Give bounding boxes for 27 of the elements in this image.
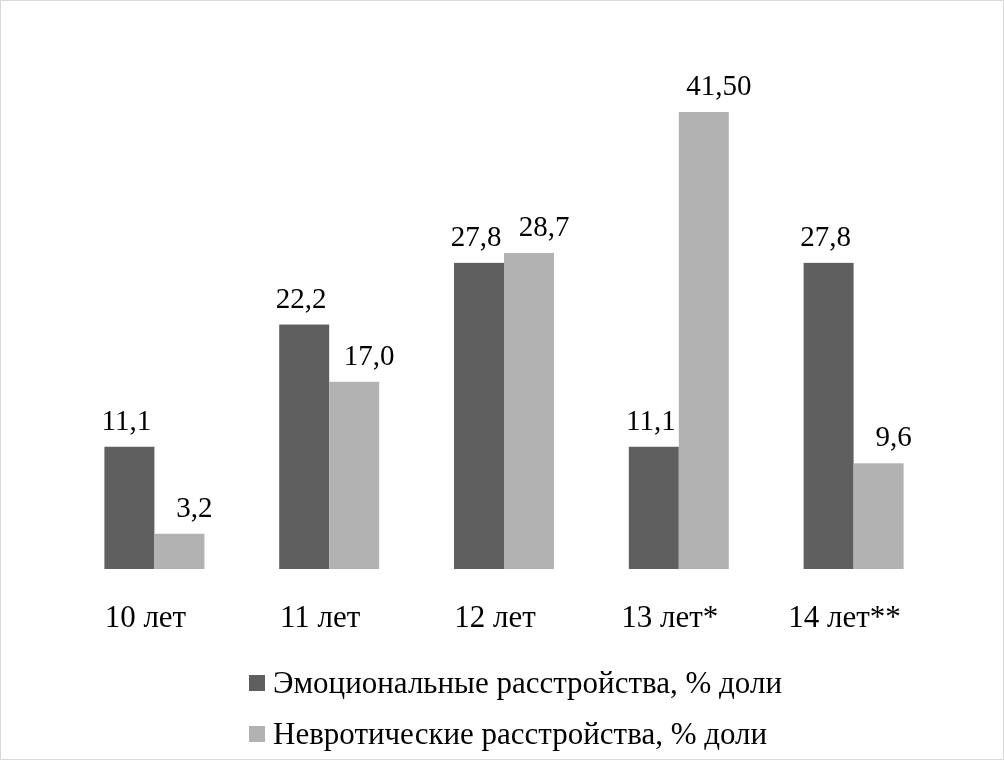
bar <box>454 262 504 569</box>
x-tick-label: 11 лет <box>280 599 361 634</box>
data-label: 17,0 <box>343 338 395 371</box>
data-label: 27,8 <box>450 219 502 252</box>
x-tick-label: 14 лет** <box>788 599 901 634</box>
data-label: 41,50 <box>686 69 752 101</box>
data-label: 11,1 <box>101 403 152 436</box>
data-label: 27,8 <box>800 219 851 252</box>
bar <box>628 446 679 569</box>
legend-label: Невротические расстройства, % доли <box>273 716 768 751</box>
x-tick-label: 10 лет <box>104 599 187 634</box>
bar <box>104 446 155 569</box>
bar <box>279 324 330 569</box>
bar <box>803 262 854 569</box>
data-label: 9,6 <box>875 420 912 453</box>
data-label: 3,2 <box>176 490 213 523</box>
bar <box>329 381 380 569</box>
bar <box>504 252 554 569</box>
x-tick-label: 12 лет <box>454 599 537 634</box>
x-tick-label: 13 лет* <box>621 599 719 634</box>
data-label: 22,2 <box>275 281 327 314</box>
bar <box>154 533 205 569</box>
data-label: 11,1 <box>625 403 676 436</box>
legend-label: Эмоциональные расстройства, % доли <box>273 665 783 700</box>
bar <box>678 112 729 569</box>
bar <box>853 463 904 569</box>
data-label: 28,7 <box>518 209 570 242</box>
